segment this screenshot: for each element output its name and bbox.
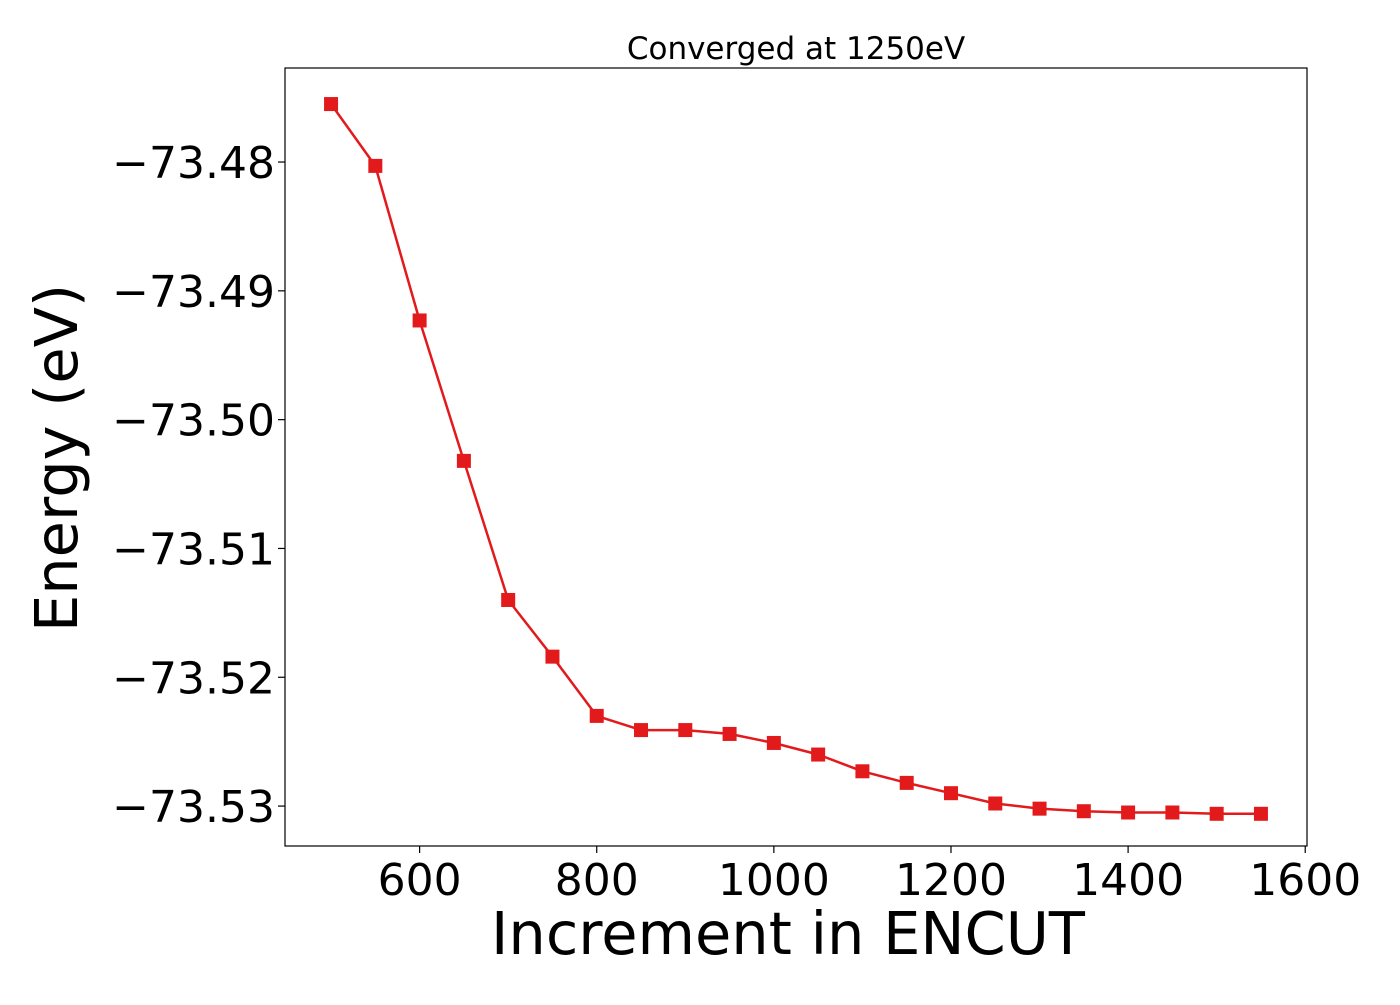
- x-tick-label: 1400: [1072, 855, 1184, 906]
- y-tick-label: −73.53: [112, 782, 275, 833]
- data-point-marker: [855, 764, 870, 779]
- data-point-marker: [722, 726, 737, 741]
- plot-area-frame: [284, 67, 1308, 847]
- data-point-marker: [1032, 801, 1047, 816]
- data-point-marker: [766, 735, 781, 750]
- y-tick-label: −73.50: [112, 396, 275, 447]
- data-point-marker: [899, 775, 914, 790]
- data-point-marker: [634, 723, 649, 738]
- x-tick-label: 800: [555, 855, 639, 906]
- series-line: [330, 103, 1261, 816]
- data-point-marker: [456, 453, 471, 468]
- data-point-marker: [678, 723, 693, 738]
- data-point-marker: [1121, 805, 1136, 820]
- y-axis-ticks: −73.48 −73.49 −73.50 −73.51 −73.52 −73.53: [112, 138, 285, 833]
- series-layer: [324, 97, 1268, 821]
- x-tick-label: 600: [378, 855, 462, 906]
- x-axis-ticks: 600 800 1000 1200 1400 1600: [378, 846, 1361, 906]
- data-point-marker: [811, 747, 826, 762]
- data-point-marker: [412, 313, 427, 328]
- y-tick-label: −73.52: [112, 653, 275, 704]
- x-axis-label: Increment in ENCUT: [491, 899, 1086, 968]
- x-tick-label: 1200: [895, 855, 1007, 906]
- chart-title: Converged at 1250eV: [627, 31, 965, 67]
- y-axis-label: Energy (eV): [22, 284, 91, 632]
- x-tick-label: 1600: [1249, 855, 1361, 906]
- data-point-marker: [1253, 806, 1268, 821]
- data-point-marker: [501, 592, 516, 607]
- data-point-marker: [1165, 805, 1180, 820]
- data-point-marker: [1076, 804, 1091, 819]
- x-tick-label: 1000: [718, 855, 830, 906]
- data-point-marker: [1209, 806, 1224, 821]
- data-point-marker: [988, 796, 1003, 811]
- y-tick-label: −73.51: [112, 524, 275, 575]
- data-point-marker: [589, 708, 604, 723]
- data-point-marker: [368, 158, 383, 173]
- data-point-marker: [943, 786, 958, 801]
- y-tick-label: −73.49: [112, 267, 275, 318]
- y-tick-label: −73.48: [112, 138, 275, 189]
- data-point-marker: [545, 649, 560, 664]
- data-point-marker: [324, 97, 339, 112]
